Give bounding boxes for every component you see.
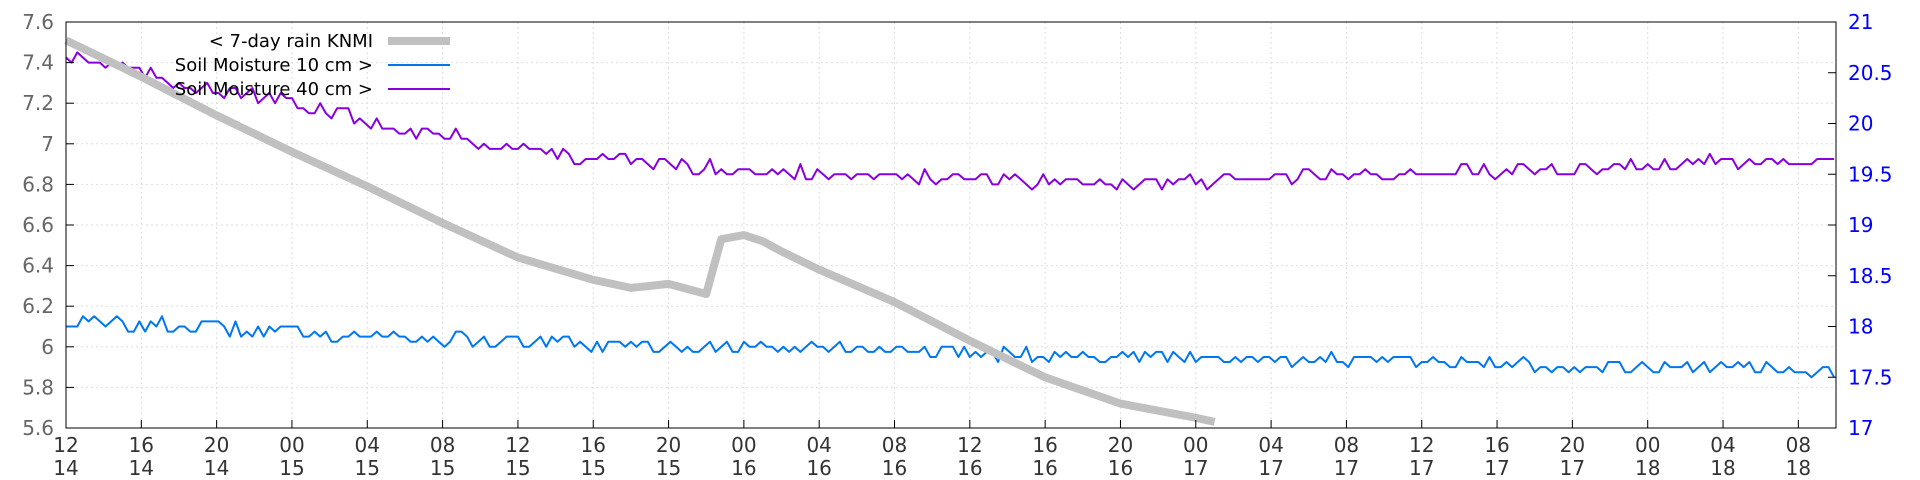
x-axis-tick-label-day: 16 bbox=[731, 456, 756, 480]
x-axis-tick-label-day: 17 bbox=[1334, 456, 1359, 480]
x-axis-tick-label-day: 18 bbox=[1786, 456, 1811, 480]
x-axis-tick-label-hour: 20 bbox=[1108, 433, 1133, 457]
x-axis-tick-label-hour: 04 bbox=[1258, 433, 1283, 457]
x-axis-tick-label-hour: 16 bbox=[1032, 433, 1057, 457]
x-axis-tick-label-hour: 08 bbox=[1786, 433, 1811, 457]
x-axis-tick-label-hour: 12 bbox=[957, 433, 982, 457]
left-axis-tick-label: 6.8 bbox=[22, 172, 54, 196]
x-axis: 1214161420140015041508151215161520150016… bbox=[53, 420, 1811, 480]
left-axis-tick-label: 7.4 bbox=[22, 51, 54, 75]
x-axis-tick-label-hour: 00 bbox=[1635, 433, 1660, 457]
x-axis-tick-label-day: 16 bbox=[806, 456, 831, 480]
right-axis-tick-label: 20 bbox=[1848, 112, 1873, 136]
x-axis-tick-label-day: 17 bbox=[1484, 456, 1509, 480]
left-axis-tick-label: 7.6 bbox=[22, 10, 54, 34]
x-axis-tick-label-day: 17 bbox=[1560, 456, 1585, 480]
x-axis-tick-label-day: 15 bbox=[581, 456, 606, 480]
legend-label: < 7-day rain KNMI bbox=[209, 31, 373, 52]
x-axis-tick-label-hour: 04 bbox=[355, 433, 380, 457]
x-axis-tick-label-hour: 16 bbox=[1484, 433, 1509, 457]
left-axis-tick-label: 5.6 bbox=[22, 416, 54, 440]
x-axis-tick-label-hour: 20 bbox=[204, 433, 229, 457]
x-axis-tick-label-hour: 08 bbox=[882, 433, 907, 457]
soil-moisture-10cm-line bbox=[66, 315, 1835, 379]
right-axis-tick-label: 18 bbox=[1848, 315, 1873, 339]
x-axis-tick-label-day: 14 bbox=[204, 456, 229, 480]
right-axis-tick-label: 21 bbox=[1848, 10, 1873, 34]
x-axis-tick-label-hour: 16 bbox=[129, 433, 154, 457]
x-axis-tick-label-day: 15 bbox=[656, 456, 681, 480]
x-axis-tick-label-day: 15 bbox=[430, 456, 455, 480]
right-axis-tick-label: 18.5 bbox=[1848, 264, 1893, 288]
legend: < 7-day rain KNMI Soil Moisture 10 cm > So… bbox=[175, 31, 450, 100]
x-axis-tick-label-hour: 04 bbox=[806, 433, 831, 457]
x-axis-tick-label-hour: 12 bbox=[1409, 433, 1434, 457]
rain-7day-line bbox=[64, 36, 1216, 426]
x-axis-tick-label-day: 14 bbox=[129, 456, 154, 480]
x-axis-tick-label-day: 16 bbox=[882, 456, 907, 480]
right-axis-tick-label: 20.5 bbox=[1848, 61, 1893, 85]
x-axis-tick-label-day: 16 bbox=[1108, 456, 1133, 480]
right-axis-tick-label: 19.5 bbox=[1848, 162, 1893, 186]
right-axis-tick-label: 17 bbox=[1848, 416, 1873, 440]
x-axis-tick-label-hour: 20 bbox=[656, 433, 681, 457]
x-axis-tick-label-hour: 12 bbox=[53, 433, 78, 457]
series-layer bbox=[64, 36, 1835, 426]
x-axis-tick-label-day: 18 bbox=[1635, 456, 1660, 480]
right-axis-tick-label: 17.5 bbox=[1848, 365, 1893, 389]
x-axis-tick-label-day: 17 bbox=[1183, 456, 1208, 480]
left-axis-tick-label: 6.2 bbox=[22, 294, 54, 318]
soil-moisture-40cm-line bbox=[65, 51, 1835, 191]
right-axis: 17 17.5 18 18.5 19 19.5 20 20.5 21 bbox=[1828, 10, 1893, 440]
legend-label: Soil Moisture 10 cm > bbox=[175, 55, 373, 76]
left-axis: 5.6 5.8 6 6.2 6.4 6.6 6.8 7 7.2 7.4 7.6 bbox=[22, 10, 74, 440]
x-axis-tick-label-hour: 12 bbox=[505, 433, 530, 457]
x-axis-tick-label-day: 15 bbox=[279, 456, 304, 480]
right-axis-tick-label: 19 bbox=[1848, 213, 1873, 237]
x-axis-tick-label-day: 16 bbox=[957, 456, 982, 480]
x-axis-tick-label-hour: 08 bbox=[430, 433, 455, 457]
x-axis-tick-label-hour: 00 bbox=[1183, 433, 1208, 457]
x-axis-tick-label-day: 16 bbox=[1032, 456, 1057, 480]
x-axis-tick-label-day: 17 bbox=[1409, 456, 1434, 480]
x-axis-tick-label-day: 14 bbox=[53, 456, 78, 480]
legend-label: Soil Moisture 40 cm > bbox=[175, 79, 373, 100]
x-axis-tick-label-day: 18 bbox=[1710, 456, 1735, 480]
x-axis-tick-label-day: 15 bbox=[355, 456, 380, 480]
x-axis-tick-label-hour: 04 bbox=[1710, 433, 1735, 457]
left-axis-tick-label: 5.8 bbox=[22, 375, 54, 399]
x-axis-tick-label-day: 15 bbox=[505, 456, 530, 480]
left-axis-tick-label: 6 bbox=[41, 335, 54, 359]
x-axis-tick-label-day: 17 bbox=[1258, 456, 1283, 480]
x-axis-tick-label-hour: 08 bbox=[1334, 433, 1359, 457]
x-axis-tick-label-hour: 20 bbox=[1560, 433, 1585, 457]
x-axis-tick-label-hour: 16 bbox=[581, 433, 606, 457]
left-axis-tick-label: 7.2 bbox=[22, 91, 54, 115]
left-axis-tick-label: 6.6 bbox=[22, 213, 54, 237]
left-axis-tick-label: 7 bbox=[41, 132, 54, 156]
x-axis-tick-label-hour: 00 bbox=[731, 433, 756, 457]
left-axis-tick-label: 6.4 bbox=[22, 254, 54, 278]
x-axis-tick-label-hour: 00 bbox=[279, 433, 304, 457]
